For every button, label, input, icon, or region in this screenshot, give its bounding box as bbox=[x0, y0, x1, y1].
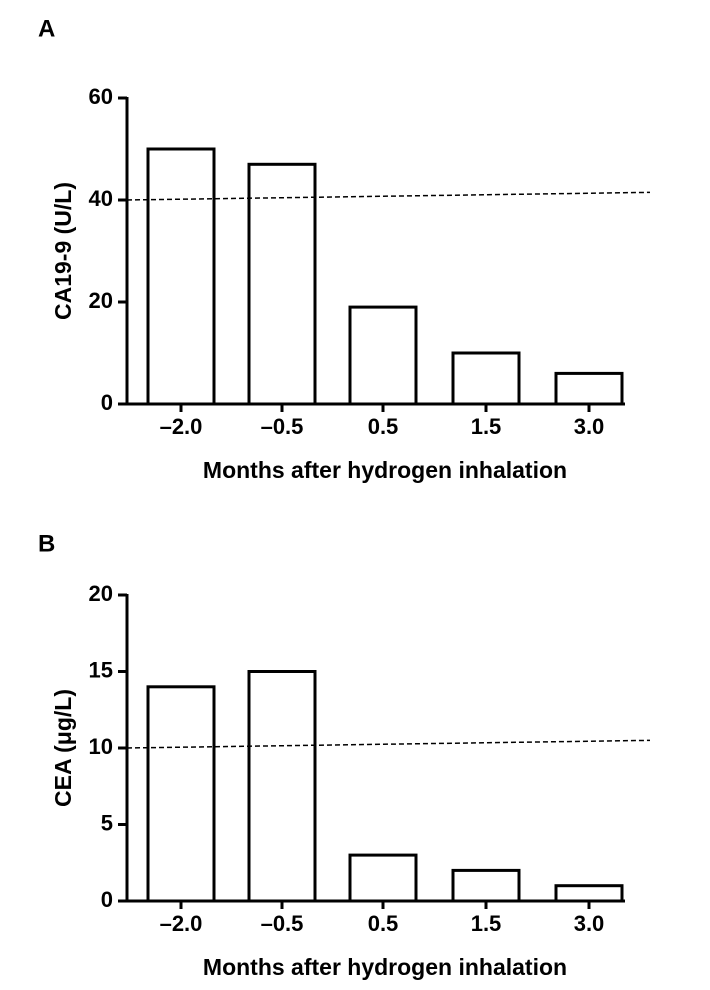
bar bbox=[146, 147, 216, 406]
bar bbox=[451, 351, 521, 406]
y-tick-label: 0 bbox=[101, 887, 113, 912]
bar bbox=[554, 884, 624, 903]
bar bbox=[348, 853, 418, 903]
x-axis-title: Months after hydrogen inhalation bbox=[203, 457, 567, 483]
y-tick-label: 20 bbox=[89, 581, 113, 606]
x-tick-label: 0.5 bbox=[368, 911, 399, 936]
panel-label: B bbox=[38, 530, 55, 557]
chart-panel: B 0 5 10 15 20 –2.0 –0.5 0.5 1.5 3.0 Months after h… bbox=[38, 530, 651, 980]
chart-panel: A 0 20 40 60 –2.0 –0.5 0.5 1.5 3.0 Months after hy… bbox=[38, 15, 651, 483]
y-tick-label: 5 bbox=[101, 810, 113, 835]
x-tick-label: 1.5 bbox=[471, 911, 502, 936]
y-tick-label: 60 bbox=[89, 84, 113, 109]
y-axis-title: CA19-9 (U/L) bbox=[50, 182, 76, 320]
x-tick-label: 1.5 bbox=[471, 414, 502, 439]
x-tick-label: –0.5 bbox=[261, 911, 304, 936]
reference-line bbox=[126, 191, 651, 201]
x-tick-label: 3.0 bbox=[574, 414, 605, 439]
y-tick-label: 10 bbox=[89, 734, 113, 759]
bar bbox=[451, 868, 521, 903]
bar bbox=[348, 305, 418, 406]
y-tick-label: 20 bbox=[89, 288, 113, 313]
y-axis-title: CEA (μg/L) bbox=[50, 689, 76, 807]
x-tick-label: –2.0 bbox=[160, 414, 203, 439]
y-tick-label: 40 bbox=[89, 186, 113, 211]
bar bbox=[247, 162, 317, 406]
x-axis-title: Months after hydrogen inhalation bbox=[203, 954, 567, 980]
y-tick-label: 0 bbox=[101, 390, 113, 415]
panel-label: A bbox=[38, 15, 55, 42]
y-tick-label: 15 bbox=[89, 657, 113, 682]
x-tick-label: –2.0 bbox=[160, 911, 203, 936]
x-tick-label: –0.5 bbox=[261, 414, 304, 439]
x-tick-label: 3.0 bbox=[574, 911, 605, 936]
bar bbox=[247, 670, 317, 903]
reference-line bbox=[126, 739, 651, 749]
x-tick-label: 0.5 bbox=[368, 414, 399, 439]
bar bbox=[146, 685, 216, 903]
bar bbox=[554, 371, 624, 406]
